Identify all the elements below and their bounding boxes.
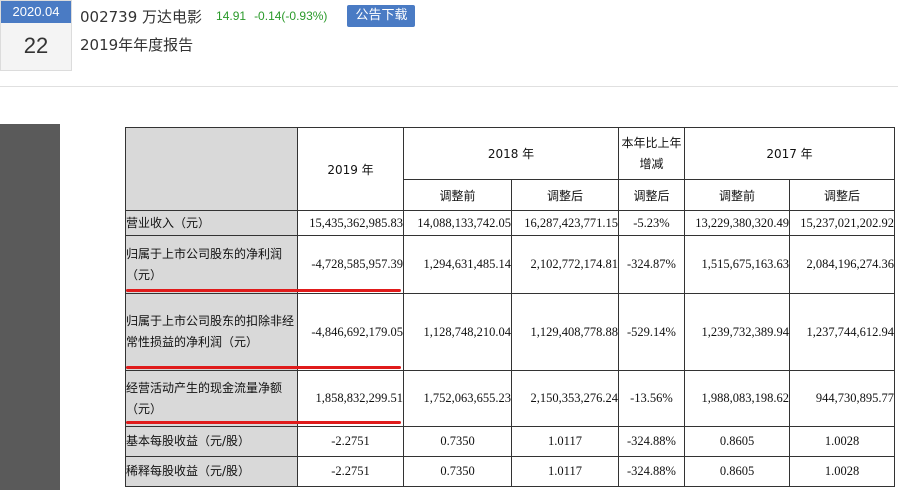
table-row: 归属于上市公司股东的净利润（元） -4,728,585,957.39 1,294…: [125, 235, 895, 294]
highlight-underline-deducted-profit: [126, 366, 401, 369]
value-2018-after: 1,129,408,778.88: [511, 293, 619, 371]
table-row: 稀释每股收益（元/股） -2.2751 0.7350 1.0117 -324.8…: [125, 456, 895, 487]
date-month: 2020.04: [1, 1, 71, 23]
value-2018-after: 2,150,353,276.24: [511, 370, 619, 427]
table-row: 基本每股收益（元/股） -2.2751 0.7350 1.0117 -324.8…: [125, 426, 895, 457]
table-row: 经营活动产生的现金流量净额（元） 1,858,832,299.51 1,752,…: [125, 370, 895, 427]
row-label: 归属于上市公司股东的扣除非经常性损益的净利润（元）: [125, 293, 298, 371]
stock-name-link[interactable]: 002739 万达电影: [80, 7, 203, 26]
value-2017-before: 13,229,380,320.49: [684, 210, 790, 236]
value-2018-before: 1,128,748,210.04: [403, 293, 512, 371]
value-2017-after: 2,084,196,274.36: [789, 235, 895, 294]
header-2018: 2018 年: [403, 127, 619, 180]
value-2018-after: 1.0117: [511, 456, 619, 487]
header-2017: 2017 年: [684, 127, 895, 180]
financial-table: 2019 年 2018 年 本年比上年增减 2017 年 调整前 调整后 调整后…: [125, 127, 895, 487]
value-2017-after: 1.0028: [789, 426, 895, 457]
value-2019: -4,846,692,179.05: [297, 293, 404, 371]
download-button[interactable]: 公告下载: [347, 5, 416, 27]
value-2019: 15,435,362,985.83: [297, 210, 404, 236]
value-2017-before: 0.8605: [684, 426, 790, 457]
value-2018-before: 0.7350: [403, 426, 512, 457]
value-2017-after: 1,237,744,612.94: [789, 293, 895, 371]
row-label: 稀释每股收益（元/股）: [125, 456, 298, 487]
value-2017-after: 1.0028: [789, 456, 895, 487]
value-2017-after: 944,730,895.77: [789, 370, 895, 427]
value-yoy: -5.23%: [618, 210, 685, 236]
table-row: 归属于上市公司股东的扣除非经常性损益的净利润（元） -4,846,692,179…: [125, 293, 895, 371]
value-2017-before: 1,239,732,389.94: [684, 293, 790, 371]
date-card: 2020.04 22: [0, 0, 72, 71]
value-yoy: -324.88%: [618, 426, 685, 457]
row-label: 基本每股收益（元/股）: [125, 426, 298, 457]
report-title[interactable]: 2019年年度报告: [80, 36, 194, 54]
highlight-underline-cash-flow: [126, 421, 401, 424]
subheader-2018-before: 调整前: [403, 179, 512, 211]
stock-price: 14.91: [216, 9, 247, 23]
value-yoy: -324.87%: [618, 235, 685, 294]
header-divider: [0, 86, 898, 87]
value-2019: -4,728,585,957.39: [297, 235, 404, 294]
stock-line: 002739 万达电影 14.91 -0.14(-0.93%) 公告下载: [80, 5, 416, 27]
value-2018-after: 16,287,423,771.15: [511, 210, 619, 236]
side-panel: [0, 124, 60, 490]
value-2018-before: 0.7350: [403, 456, 512, 487]
value-2019: -2.2751: [297, 456, 404, 487]
value-2019: -2.2751: [297, 426, 404, 457]
subheader-2018-after: 调整后: [511, 179, 619, 211]
subheader-yoy-after: 调整后: [618, 179, 685, 211]
table-corner-cell: [125, 127, 298, 211]
value-2017-before: 0.8605: [684, 456, 790, 487]
value-2017-before: 1,515,675,163.63: [684, 235, 790, 294]
row-label: 营业收入（元）: [125, 210, 298, 236]
header-2019: 2019 年: [297, 127, 404, 211]
table-row: 营业收入（元） 15,435,362,985.83 14,088,133,742…: [125, 210, 895, 236]
row-label: 归属于上市公司股东的净利润（元）: [125, 235, 298, 294]
stock-change: -0.14(-0.93%): [254, 9, 328, 23]
subheader-2017-before: 调整前: [684, 179, 790, 211]
row-label: 经营活动产生的现金流量净额（元）: [125, 370, 298, 427]
value-2018-after: 2,102,772,174.81: [511, 235, 619, 294]
value-yoy: -13.56%: [618, 370, 685, 427]
value-2018-before: 14,088,133,742.05: [403, 210, 512, 236]
subheader-2017-after: 调整后: [789, 179, 895, 211]
value-2017-after: 15,237,021,202.92: [789, 210, 895, 236]
highlight-underline-net-profit: [126, 289, 401, 292]
value-2018-after: 1.0117: [511, 426, 619, 457]
value-2017-before: 1,988,083,198.62: [684, 370, 790, 427]
date-day: 22: [23, 33, 49, 58]
value-yoy: -529.14%: [618, 293, 685, 371]
value-yoy: -324.88%: [618, 456, 685, 487]
value-2018-before: 1,752,063,655.23: [403, 370, 512, 427]
value-2018-before: 1,294,631,485.14: [403, 235, 512, 294]
value-2019: 1,858,832,299.51: [297, 370, 404, 427]
header-yoy: 本年比上年增减: [618, 127, 685, 180]
